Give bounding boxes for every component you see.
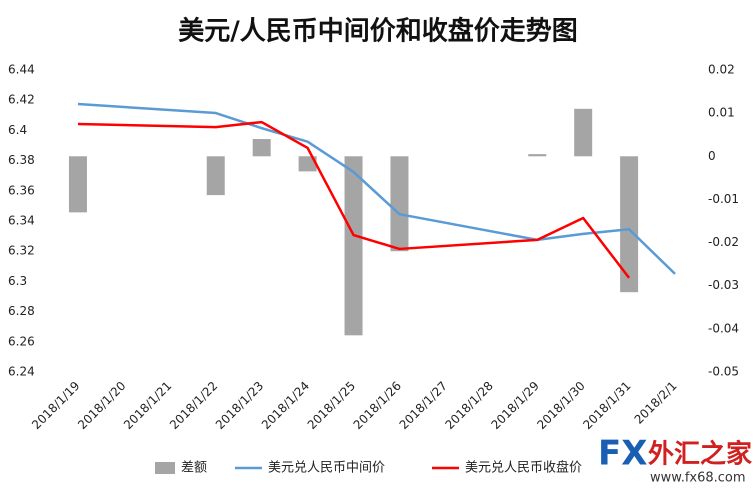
y-tick-label: 6.24 — [8, 365, 35, 379]
x-tick-label: 2018/1/21 — [121, 379, 174, 432]
legend-label: 美元兑人民币收盘价 — [465, 460, 582, 476]
y2-tick-label: 0 — [708, 149, 716, 163]
bar — [206, 156, 225, 196]
x-tick-label: 2018/1/28 — [443, 379, 496, 432]
bar — [252, 139, 271, 157]
x-tick-label: 2018/1/24 — [259, 379, 312, 432]
y-tick-label: 6.32 — [8, 244, 35, 258]
y2-tick-label: 0.02 — [708, 63, 735, 77]
logo-brand: FX — [598, 434, 647, 474]
y2-tick-label: -0.01 — [708, 192, 739, 206]
y-tick-label: 6.38 — [8, 153, 35, 167]
y-tick-label: 6.42 — [8, 93, 35, 107]
y-tick-label: 6.44 — [8, 63, 35, 77]
x-tick-label: 2018/1/23 — [213, 379, 266, 432]
x-tick-label: 2018/1/22 — [167, 379, 220, 432]
legend-label: 差额 — [181, 461, 207, 476]
x-tick-label: 2018/1/20 — [75, 379, 128, 432]
chart-title: 美元/人民币中间价和收盘价走势图 — [178, 16, 578, 47]
y-tick-label: 6.28 — [8, 304, 35, 318]
bar — [298, 156, 317, 172]
bar — [68, 156, 87, 213]
x-tick-label: 2018/1/19 — [29, 379, 82, 432]
bar — [620, 156, 639, 293]
y2-tick-label: -0.02 — [708, 235, 739, 249]
x-tick-label: 2018/2/1 — [632, 379, 680, 427]
y-tick-label: 6.4 — [8, 123, 27, 137]
y2-tick-label: -0.05 — [708, 365, 739, 379]
bar — [528, 154, 547, 157]
line — [77, 120, 631, 279]
legend-swatch — [155, 462, 175, 474]
y2-tick-label: -0.03 — [708, 278, 739, 292]
logo: FX 外汇之家 www.fx68.com — [598, 434, 752, 486]
x-tick-label: 2018/1/29 — [488, 379, 541, 432]
bar — [344, 156, 363, 336]
logo-url: www.fx68.com — [650, 471, 746, 486]
x-tick-label: 2018/1/27 — [397, 379, 450, 432]
y2-tick-label: -0.04 — [708, 321, 739, 335]
x-tick-label: 2018/1/31 — [580, 379, 633, 432]
x-tick-label: 2018/1/26 — [351, 379, 404, 432]
bar — [390, 156, 409, 252]
bar — [574, 108, 593, 157]
line — [77, 102, 676, 275]
y-tick-label: 6.3 — [8, 274, 27, 288]
y-tick-label: 6.26 — [8, 334, 35, 348]
logo-name: 外汇之家 — [648, 439, 752, 470]
x-tick-label: 2018/1/30 — [534, 379, 587, 432]
y2-tick-label: 0.01 — [708, 106, 735, 120]
y-tick-label: 6.36 — [8, 183, 35, 197]
x-tick-label: 2018/1/25 — [305, 379, 358, 432]
y-tick-label: 6.34 — [8, 214, 35, 228]
legend-label: 美元兑人民币中间价 — [268, 461, 385, 476]
